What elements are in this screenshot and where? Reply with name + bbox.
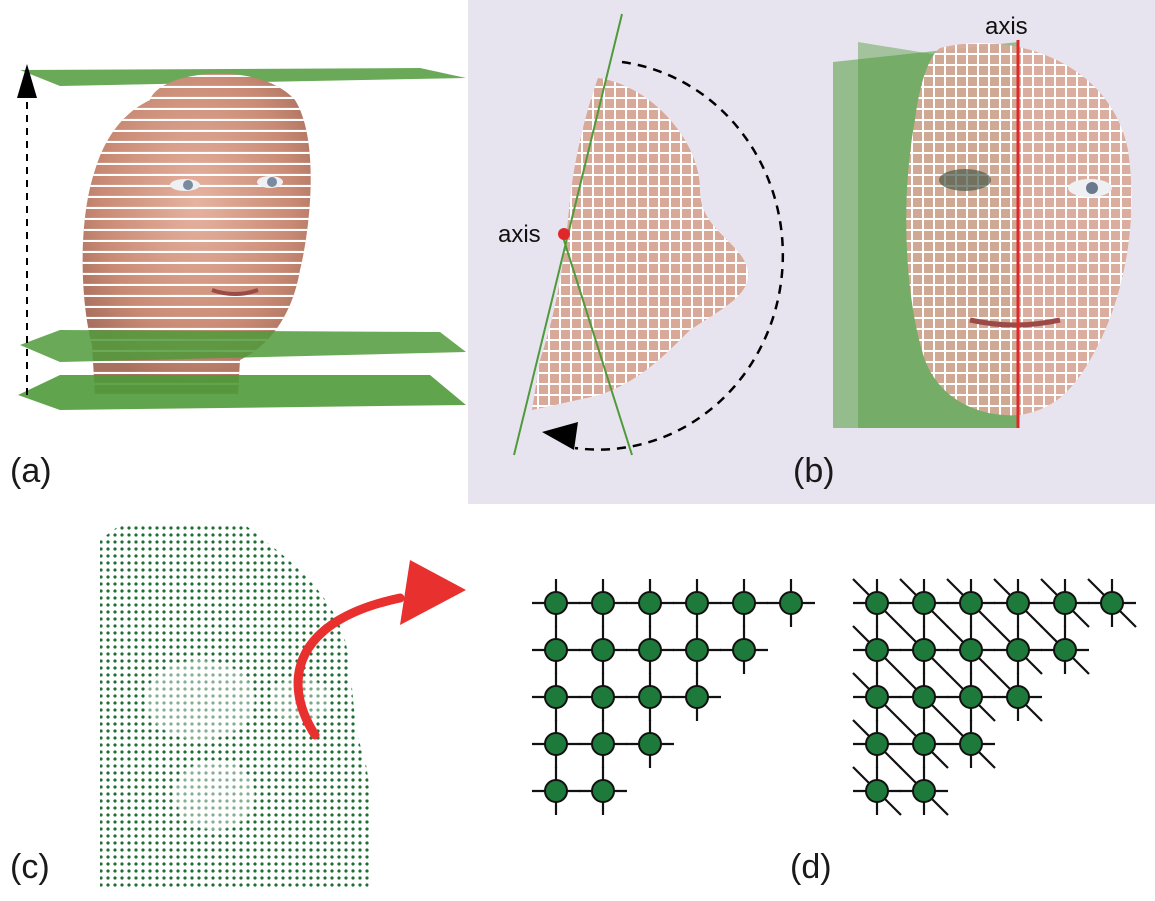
lattice-node	[1100, 591, 1124, 615]
lattice-node	[912, 779, 936, 803]
rotation-arrow-head	[542, 422, 578, 450]
lattice-node	[591, 638, 615, 662]
lattice-node	[959, 638, 983, 662]
panel-d-left-grid	[532, 579, 815, 815]
lattice-node	[591, 732, 615, 756]
head-model-striped	[82, 73, 311, 396]
lattice-node	[685, 638, 709, 662]
lattice-node	[685, 591, 709, 615]
lattice-node	[865, 732, 889, 756]
lattice-node	[638, 591, 662, 615]
slicing-plane-middle	[20, 330, 466, 362]
panel-label-d: (d)	[790, 848, 832, 886]
lattice-node	[959, 732, 983, 756]
slicing-plane-bottom	[18, 375, 466, 410]
panel-a	[17, 64, 466, 410]
lattice-node	[591, 591, 615, 615]
lattice-node	[1053, 591, 1077, 615]
lattice-node	[865, 685, 889, 709]
lattice-node	[779, 591, 803, 615]
lattice-node	[1006, 591, 1030, 615]
lattice-node	[638, 638, 662, 662]
lattice-node	[544, 779, 568, 803]
lattice-node	[865, 638, 889, 662]
lattice-node	[544, 732, 568, 756]
lattice-node	[732, 591, 756, 615]
panel-b-left: axis	[498, 13, 785, 456]
lattice-node	[912, 685, 936, 709]
curved-arrow-head	[400, 560, 466, 625]
lattice-node	[591, 779, 615, 803]
lattice-node	[591, 685, 615, 709]
lattice-node	[1006, 638, 1030, 662]
lattice-node	[638, 685, 662, 709]
lattice-node	[1006, 685, 1030, 709]
lattice-node	[544, 685, 568, 709]
panel-d-right-grid	[852, 578, 1137, 816]
lattice-node	[1053, 638, 1077, 662]
lattice-node	[732, 638, 756, 662]
lattice-node	[638, 732, 662, 756]
lattice-node	[959, 685, 983, 709]
axis-label-left: axis	[498, 221, 541, 248]
lattice-node	[685, 685, 709, 709]
lattice-node	[912, 591, 936, 615]
rotation-plane-line-2	[561, 233, 633, 456]
panel-b-right: axis	[833, 13, 1132, 428]
lattice-node	[912, 638, 936, 662]
curved-red-arrow-icon	[293, 593, 405, 740]
panel-c	[100, 525, 466, 890]
lattice-node	[544, 638, 568, 662]
lattice-node	[912, 732, 936, 756]
lattice-node	[544, 591, 568, 615]
panel-label-c: (c)	[10, 848, 50, 886]
up-arrow-head	[17, 64, 37, 98]
axis-label-right: axis	[985, 13, 1028, 40]
lattice-node	[959, 591, 983, 615]
point-cloud-face	[100, 525, 371, 890]
panel-label-b: (b)	[793, 452, 835, 490]
panel-label-a: (a)	[10, 452, 52, 490]
axis-point	[558, 228, 570, 240]
lattice-node	[865, 779, 889, 803]
lattice-node	[865, 591, 889, 615]
